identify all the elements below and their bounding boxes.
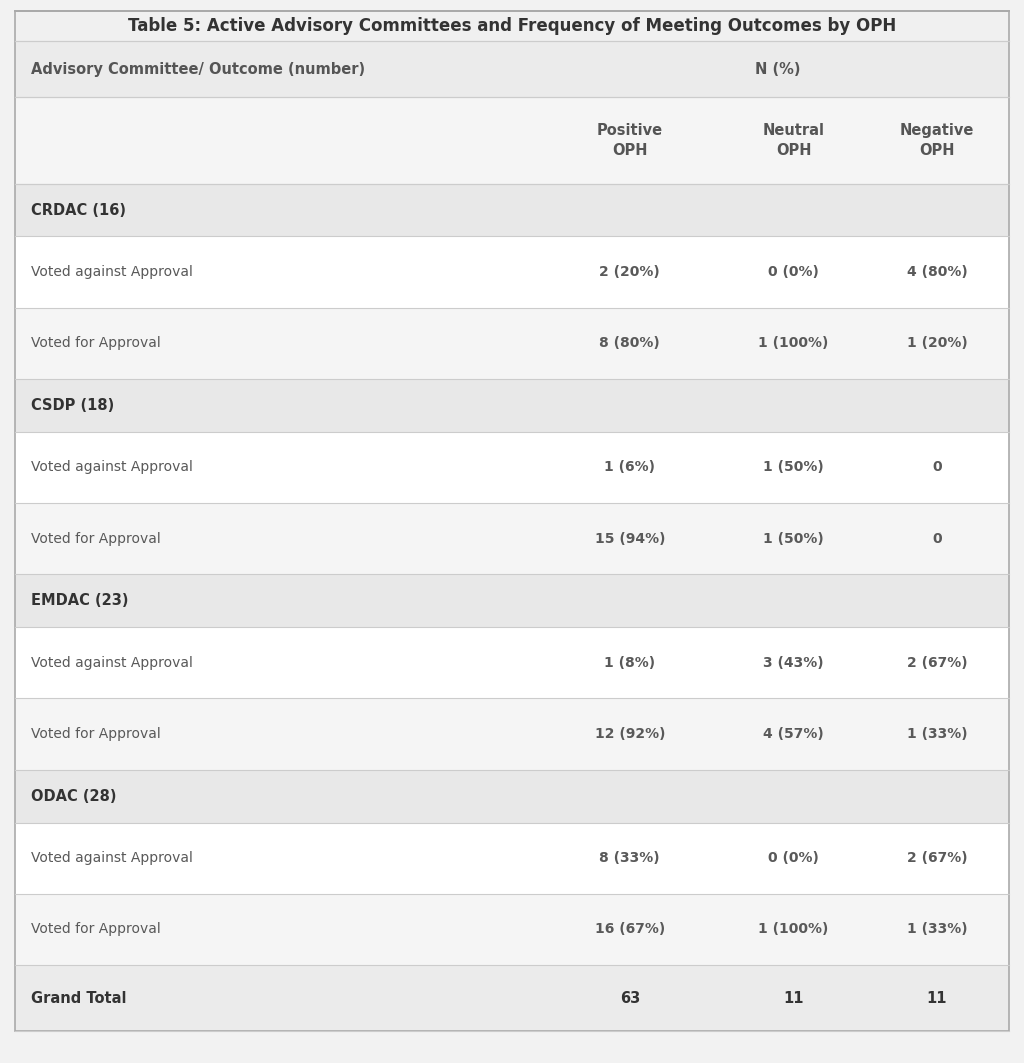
Text: EMDAC (23): EMDAC (23)	[31, 593, 128, 608]
Bar	[15, 184, 1009, 236]
Bar	[15, 627, 1009, 698]
Text: 3 (43%): 3 (43%)	[763, 656, 824, 670]
Bar	[15, 574, 1009, 627]
Text: 1 (100%): 1 (100%)	[759, 923, 828, 937]
Bar	[15, 503, 1009, 574]
Text: 1 (33%): 1 (33%)	[906, 923, 968, 937]
Bar	[15, 823, 1009, 894]
Bar	[15, 307, 1009, 378]
Text: 1 (20%): 1 (20%)	[906, 336, 968, 351]
Text: 8 (33%): 8 (33%)	[599, 851, 660, 865]
Text: Neutral
OPH: Neutral OPH	[763, 123, 824, 157]
Text: Positive
OPH: Positive OPH	[597, 123, 663, 157]
Text: 8 (80%): 8 (80%)	[599, 336, 660, 351]
Bar	[15, 41, 1009, 97]
Text: Grand Total: Grand Total	[31, 991, 126, 1006]
Text: 16 (67%): 16 (67%)	[595, 923, 665, 937]
Bar	[15, 432, 1009, 503]
Text: Voted against Approval: Voted against Approval	[31, 851, 193, 865]
Text: 1 (6%): 1 (6%)	[604, 460, 655, 474]
Text: Voted against Approval: Voted against Approval	[31, 656, 193, 670]
Text: 0 (0%): 0 (0%)	[768, 851, 819, 865]
Text: 2 (67%): 2 (67%)	[906, 851, 968, 865]
Text: CRDAC (16): CRDAC (16)	[31, 203, 126, 218]
Bar	[15, 698, 1009, 770]
Text: 0 (0%): 0 (0%)	[768, 265, 819, 280]
Text: Voted for Approval: Voted for Approval	[31, 923, 161, 937]
Bar	[15, 97, 1009, 184]
Text: N (%): N (%)	[756, 62, 801, 77]
Text: Voted for Approval: Voted for Approval	[31, 727, 161, 741]
Text: 15 (94%): 15 (94%)	[595, 532, 665, 545]
Bar	[15, 894, 1009, 965]
Bar	[15, 770, 1009, 823]
Text: 1 (50%): 1 (50%)	[763, 532, 824, 545]
Text: 2 (20%): 2 (20%)	[599, 265, 660, 280]
Bar	[15, 11, 1009, 41]
Text: ODAC (28): ODAC (28)	[31, 789, 116, 804]
Text: 11: 11	[927, 991, 947, 1006]
Text: 0: 0	[932, 532, 942, 545]
Text: 4 (57%): 4 (57%)	[763, 727, 824, 741]
Bar	[15, 236, 1009, 307]
Text: Voted for Approval: Voted for Approval	[31, 532, 161, 545]
Text: Voted against Approval: Voted against Approval	[31, 265, 193, 280]
Text: 1 (100%): 1 (100%)	[759, 336, 828, 351]
Text: 11: 11	[783, 991, 804, 1006]
Bar	[15, 378, 1009, 432]
Text: 1 (8%): 1 (8%)	[604, 656, 655, 670]
Text: Negative
OPH: Negative OPH	[900, 123, 974, 157]
Text: 2 (67%): 2 (67%)	[906, 656, 968, 670]
Text: 4 (80%): 4 (80%)	[906, 265, 968, 280]
Bar	[15, 965, 1009, 1031]
Text: 63: 63	[620, 991, 640, 1006]
Text: Advisory Committee/ Outcome (number): Advisory Committee/ Outcome (number)	[31, 62, 365, 77]
Text: Voted against Approval: Voted against Approval	[31, 460, 193, 474]
Text: 12 (92%): 12 (92%)	[595, 727, 665, 741]
Text: CSDP (18): CSDP (18)	[31, 398, 114, 412]
Text: 1 (33%): 1 (33%)	[906, 727, 968, 741]
Text: 0: 0	[932, 460, 942, 474]
Text: Table 5: Active Advisory Committees and Frequency of Meeting Outcomes by OPH: Table 5: Active Advisory Committees and …	[128, 17, 896, 35]
Text: Voted for Approval: Voted for Approval	[31, 336, 161, 351]
Text: 1 (50%): 1 (50%)	[763, 460, 824, 474]
